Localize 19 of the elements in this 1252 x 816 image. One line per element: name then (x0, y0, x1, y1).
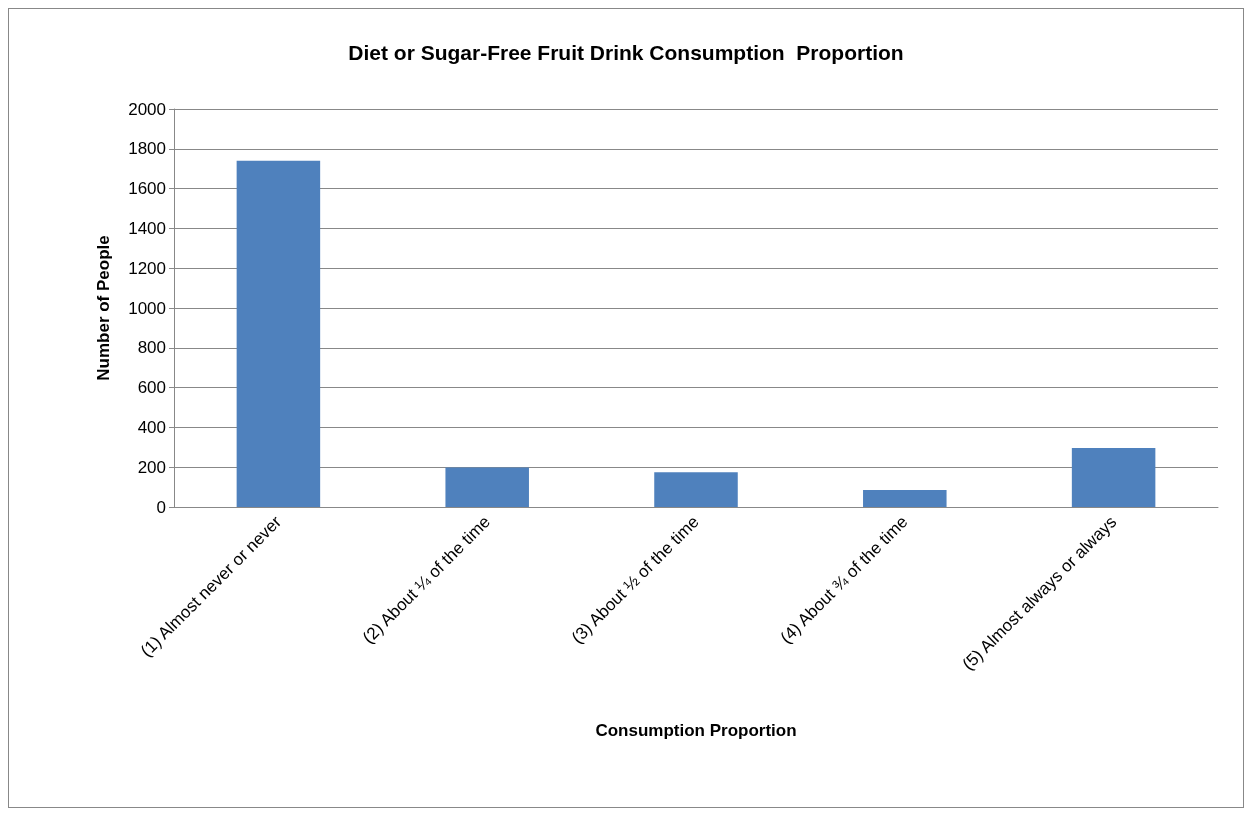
y-tick-label: 1800 (128, 139, 166, 159)
y-tick-label: 1400 (128, 218, 166, 238)
x-axis-title: Consumption Proportion (595, 721, 797, 740)
chart-title: Diet or Sugar-Free Fruit Drink Consumption Proportion (348, 41, 904, 64)
bar (654, 472, 738, 507)
y-tick-label: 200 (137, 457, 166, 477)
y-tick-label: 1000 (128, 298, 166, 318)
y-tick-label: 600 (137, 378, 166, 398)
bar (863, 490, 947, 507)
y-tick-label: 400 (137, 417, 166, 437)
y-tick-label: 1600 (128, 179, 166, 199)
bar (1071, 447, 1156, 507)
y-axis-title: Number of People (94, 235, 113, 381)
y-tick-label: 0 (156, 497, 166, 517)
y-tick-label: 1200 (128, 258, 166, 278)
bar (445, 467, 529, 507)
y-tick-label: 2000 (128, 99, 166, 119)
y-tick-label: 800 (137, 338, 166, 358)
bar (236, 160, 321, 507)
